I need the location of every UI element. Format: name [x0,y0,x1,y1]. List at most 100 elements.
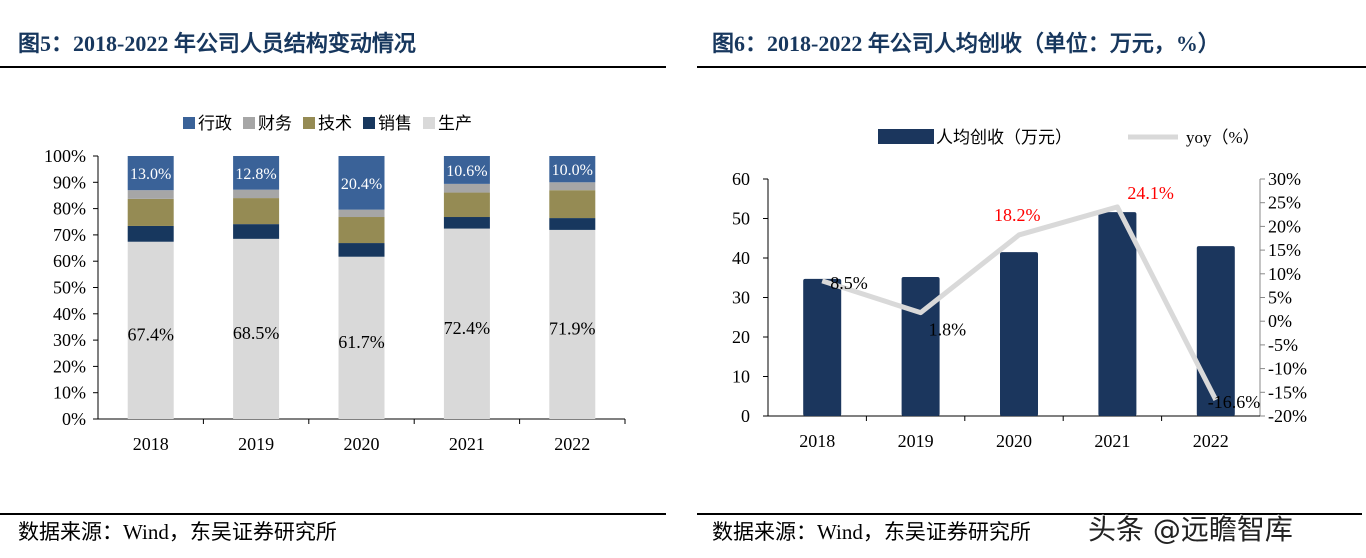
right-y-tick-label: 5% [1268,288,1292,308]
bar-segment-销售 [127,225,174,242]
bar [901,276,940,416]
bar-segment-生产 [127,241,174,419]
right-y-tick-label: -10% [1268,359,1307,379]
y-tick-label: 90% [53,172,86,192]
bar-segment-财务 [338,209,385,218]
watermark: 头条 @远瞻智库 [1088,513,1293,546]
bar-segment-销售 [338,243,385,257]
left-chart-title: 图5：2018-2022 年公司人员结构变动情况 [18,31,416,56]
data-label: 61.7% [338,332,385,352]
bar-segment-技术 [549,190,596,219]
data-label: 12.8% [235,166,276,183]
bar [803,278,842,416]
x-tick-label: 2021 [449,434,485,454]
right-y-tick-label: 15% [1268,240,1301,260]
left-y-tick-label: 40 [732,248,750,268]
left-y-tick-label: 30 [732,288,750,308]
x-tick-label: 2022 [1193,431,1229,451]
y-tick-label: 20% [53,356,86,376]
data-label: 10.0% [552,162,593,179]
right-y-tick-label: -5% [1268,335,1298,355]
legend-label: yoy（%） [1186,128,1260,147]
bar-segment-技术 [338,217,385,244]
x-tick-label: 2018 [799,431,835,451]
left-y-tick-label: 0 [741,406,750,426]
right-y-tick-label: 0% [1268,311,1292,331]
right-y-tick-label: -15% [1268,382,1307,402]
y-tick-label: 40% [53,304,86,324]
bar-segment-技术 [443,192,490,218]
y-tick-label: 30% [53,330,86,350]
bar-segment-行政 [338,156,385,210]
bar [1000,252,1038,416]
legend-swatch-bar [878,129,934,144]
y-tick-label: 80% [53,199,86,219]
yoy-data-label: 8.5% [830,273,868,293]
data-label: 10.6% [446,163,487,180]
yoy-data-label: 18.2% [994,205,1041,225]
left-y-tick-label: 20 [732,327,750,347]
right-chart-title: 图6：2018-2022 年公司人均创收（单位：万元，%） [712,31,1220,56]
right-source: 数据来源：Wind，东吴证券研究所 [712,520,1031,544]
bar-segment-行政 [127,156,174,191]
bar-segment-技术 [127,198,174,226]
yoy-data-label: -16.6% [1208,392,1261,412]
data-label: 67.4% [127,324,174,344]
legend-label: 人均创收（万元） [936,128,1072,147]
legend-swatch [363,117,375,129]
bar-segment-技术 [233,198,280,225]
left-title-rule [0,66,666,68]
data-label: 68.5% [233,323,280,343]
right-y-tick-label: 30% [1268,169,1301,189]
bar-segment-财务 [443,183,490,193]
legend-swatch [303,117,315,129]
yoy-data-label: 24.1% [1127,183,1174,203]
right-y-tick-label: 20% [1268,216,1301,236]
legend-label: 生产 [438,114,472,133]
x-tick-label: 2021 [1094,431,1130,451]
y-tick-label: 60% [53,251,86,271]
y-tick-label: 0% [62,409,86,429]
x-tick-label: 2018 [133,434,169,454]
left-y-tick-label: 10 [732,367,750,387]
right-y-tick-label: 25% [1268,193,1301,213]
bar [1098,212,1137,416]
bar-segment-行政 [549,156,596,183]
x-tick-label: 2020 [344,434,380,454]
bar-segment-财务 [127,190,174,199]
bar-segment-生产 [549,229,596,419]
y-tick-label: 70% [53,225,86,245]
left-y-tick-label: 50 [732,209,750,229]
data-label: 72.4% [444,318,491,338]
bar-segment-财务 [233,189,280,199]
data-label: 13.0% [130,166,171,183]
left-source-rule [0,513,666,515]
bar-segment-销售 [443,217,490,229]
left-source: 数据来源：Wind，东吴证券研究所 [18,520,337,544]
y-tick-label: 10% [53,383,86,403]
legend-label: 财务 [258,114,292,133]
yoy-line [821,204,1219,402]
bar-segment-行政 [443,156,490,184]
bar-segment-生产 [233,238,280,419]
left-y-tick-label: 60 [732,169,750,189]
x-tick-label: 2020 [996,431,1032,451]
data-label: 20.4% [341,176,382,193]
right-y-tick-label: 10% [1268,264,1301,284]
bar-segment-财务 [549,182,596,191]
legend-label: 销售 [378,114,412,133]
right-title-rule [697,66,1366,68]
x-tick-label: 2019 [898,431,934,451]
right-y-tick-label: -20% [1268,406,1307,426]
legend-swatch [423,117,435,129]
bar-segment-生产 [338,256,385,419]
legend-label: 技术 [318,114,352,133]
bar-segment-销售 [233,224,280,239]
x-tick-label: 2022 [554,434,590,454]
x-tick-label: 2019 [238,434,274,454]
bar-segment-生产 [443,228,490,419]
right-source-rule [697,513,1362,515]
yoy-data-label: 1.8% [929,320,967,340]
legend-swatch [243,117,255,129]
